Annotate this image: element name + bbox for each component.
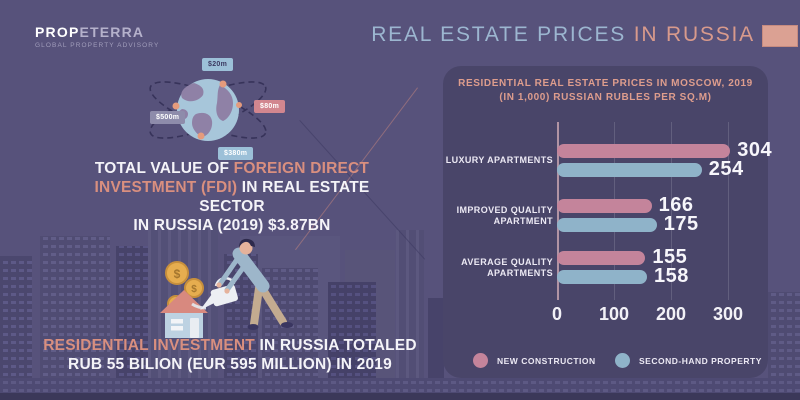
bar-value-label: 175: [663, 213, 699, 235]
fdi-text-pink: INVESTMENT (FDI): [94, 179, 238, 196]
x-tick-label: 200: [655, 304, 687, 324]
globe-marker-dot: [197, 132, 205, 140]
bar-value-label: 254: [708, 158, 744, 180]
category-label: LUXURY APARTMENTS: [445, 144, 553, 177]
chart-title-line1: RESIDENTIAL REAL ESTATE PRICES IN MOSCOW…: [458, 78, 753, 89]
chart-card: RESIDENTIAL REAL ESTATE PRICES IN MOSCOW…: [443, 66, 772, 378]
fdi-statement: TOTAL VALUE OF FOREIGN DIRECT INVESTMENT…: [70, 159, 394, 235]
logo-wordmark: PROPETERRA: [35, 24, 159, 40]
bar-second-hand: [557, 163, 702, 177]
globe-marker-dot: [219, 80, 227, 88]
legend-item: SECOND-HAND PROPERTY: [615, 353, 762, 368]
building: [396, 230, 424, 400]
investment-growth-illustration: $ $ $: [150, 226, 300, 344]
building: [428, 298, 444, 400]
logo-tagline: GLOBAL PROPERTY ADVISORY: [35, 42, 160, 49]
bar-value-label: 304: [737, 139, 773, 161]
logo-bold-part: PROP: [35, 24, 80, 40]
title-part-pink: IN RUSSIA: [633, 23, 755, 46]
category-label-line: LUXURY APARTMENTS: [445, 155, 553, 165]
x-tick-label: 100: [598, 304, 630, 324]
svg-text:$: $: [191, 284, 197, 295]
globe-marker-dot: [236, 102, 242, 108]
category-label-line: AVERAGE QUALITY: [461, 256, 553, 267]
legend-swatch-icon: [473, 353, 488, 368]
coin-icon: $: [165, 261, 189, 285]
bar-new-construction: [557, 199, 652, 213]
residential-statement: RESIDENTIAL INVESTMENT IN RUSSIA TOTALED…: [38, 336, 422, 374]
category-label-line: APARTMENT: [493, 215, 553, 226]
legend-swatch-icon: [615, 353, 630, 368]
building: [0, 256, 32, 400]
title-part-blue: REAL ESTATE PRICES: [371, 23, 627, 46]
bar-second-hand: [557, 218, 657, 232]
category-label: AVERAGE QUALITY APARTMENTS: [445, 251, 553, 284]
legend-label: NEW CONSTRUCTION: [497, 355, 596, 366]
bar-new-construction: [557, 144, 731, 158]
category-label-line: IMPROVED QUALITY: [456, 204, 553, 215]
fdi-text-white: TOTAL VALUE OF: [94, 160, 234, 177]
bar-new-construction: [557, 251, 646, 265]
fdi-text-white: IN RUSSIA (2019) $3.87BN: [133, 217, 331, 234]
residential-text-white: RUB 55 BILION (EUR 595 MILLION) IN 2019: [68, 356, 392, 373]
x-tick-label: 0: [551, 304, 562, 324]
water-stream: [191, 302, 207, 310]
investment-chip-500m: $500m: [150, 111, 186, 124]
globe-marker-dot: [172, 102, 180, 110]
investment-chip-380m: $380m: [218, 147, 254, 160]
residential-text-white: IN RUSSIA TOTALED: [254, 337, 417, 354]
category-label-line: APARTMENTS: [487, 267, 553, 278]
gridline: [728, 122, 729, 300]
logo-light-part: ETERRA: [79, 24, 145, 40]
gridline: [671, 122, 672, 300]
continent: [181, 83, 204, 102]
continent: [216, 85, 233, 121]
investment-chip-80m: $80m: [254, 100, 286, 113]
fdi-text-pink: FOREIGN DIRECT: [233, 160, 370, 177]
person-figure: [216, 238, 293, 330]
investment-chip-20m: $20m: [202, 58, 234, 71]
title-accent-block: [762, 25, 798, 47]
house-icon: [160, 290, 208, 338]
illustration-svg: $ $ $: [160, 238, 293, 338]
legend-label: SECOND-HAND PROPERTY: [639, 355, 762, 366]
category-label: IMPROVED QUALITY APARTMENT: [445, 199, 553, 232]
residential-text-pink: RESIDENTIAL INVESTMENT: [43, 337, 255, 354]
x-tick-label: 300: [712, 304, 744, 324]
chart-title: RESIDENTIAL REAL ESTATE PRICES IN MOSCOW…: [443, 77, 768, 105]
fdi-text-white: IN REAL ESTATE SECTOR: [199, 179, 370, 215]
chart-title-line2: (IN 1,000) RUSSIAN RUBLES PER SQ.M): [499, 92, 712, 103]
bar-value-label: 158: [654, 265, 689, 287]
bar-second-hand: [557, 270, 648, 284]
page-title: REAL ESTATE PRICES IN RUSSIA: [371, 23, 755, 47]
propeterra-logo: PROPETERRA GLOBAL PROPERTY ADVISORY: [35, 24, 159, 49]
bar-value-label: 166: [658, 194, 694, 216]
legend-item: NEW CONSTRUCTION: [473, 353, 596, 368]
coin-icon: $: [184, 278, 204, 298]
building-strip: [0, 393, 800, 400]
y-axis-line: [557, 122, 559, 300]
building: [148, 222, 218, 400]
svg-text:$: $: [174, 267, 181, 281]
continent: [192, 112, 213, 137]
building: [40, 236, 110, 400]
bar-value-label: 155: [652, 246, 688, 268]
